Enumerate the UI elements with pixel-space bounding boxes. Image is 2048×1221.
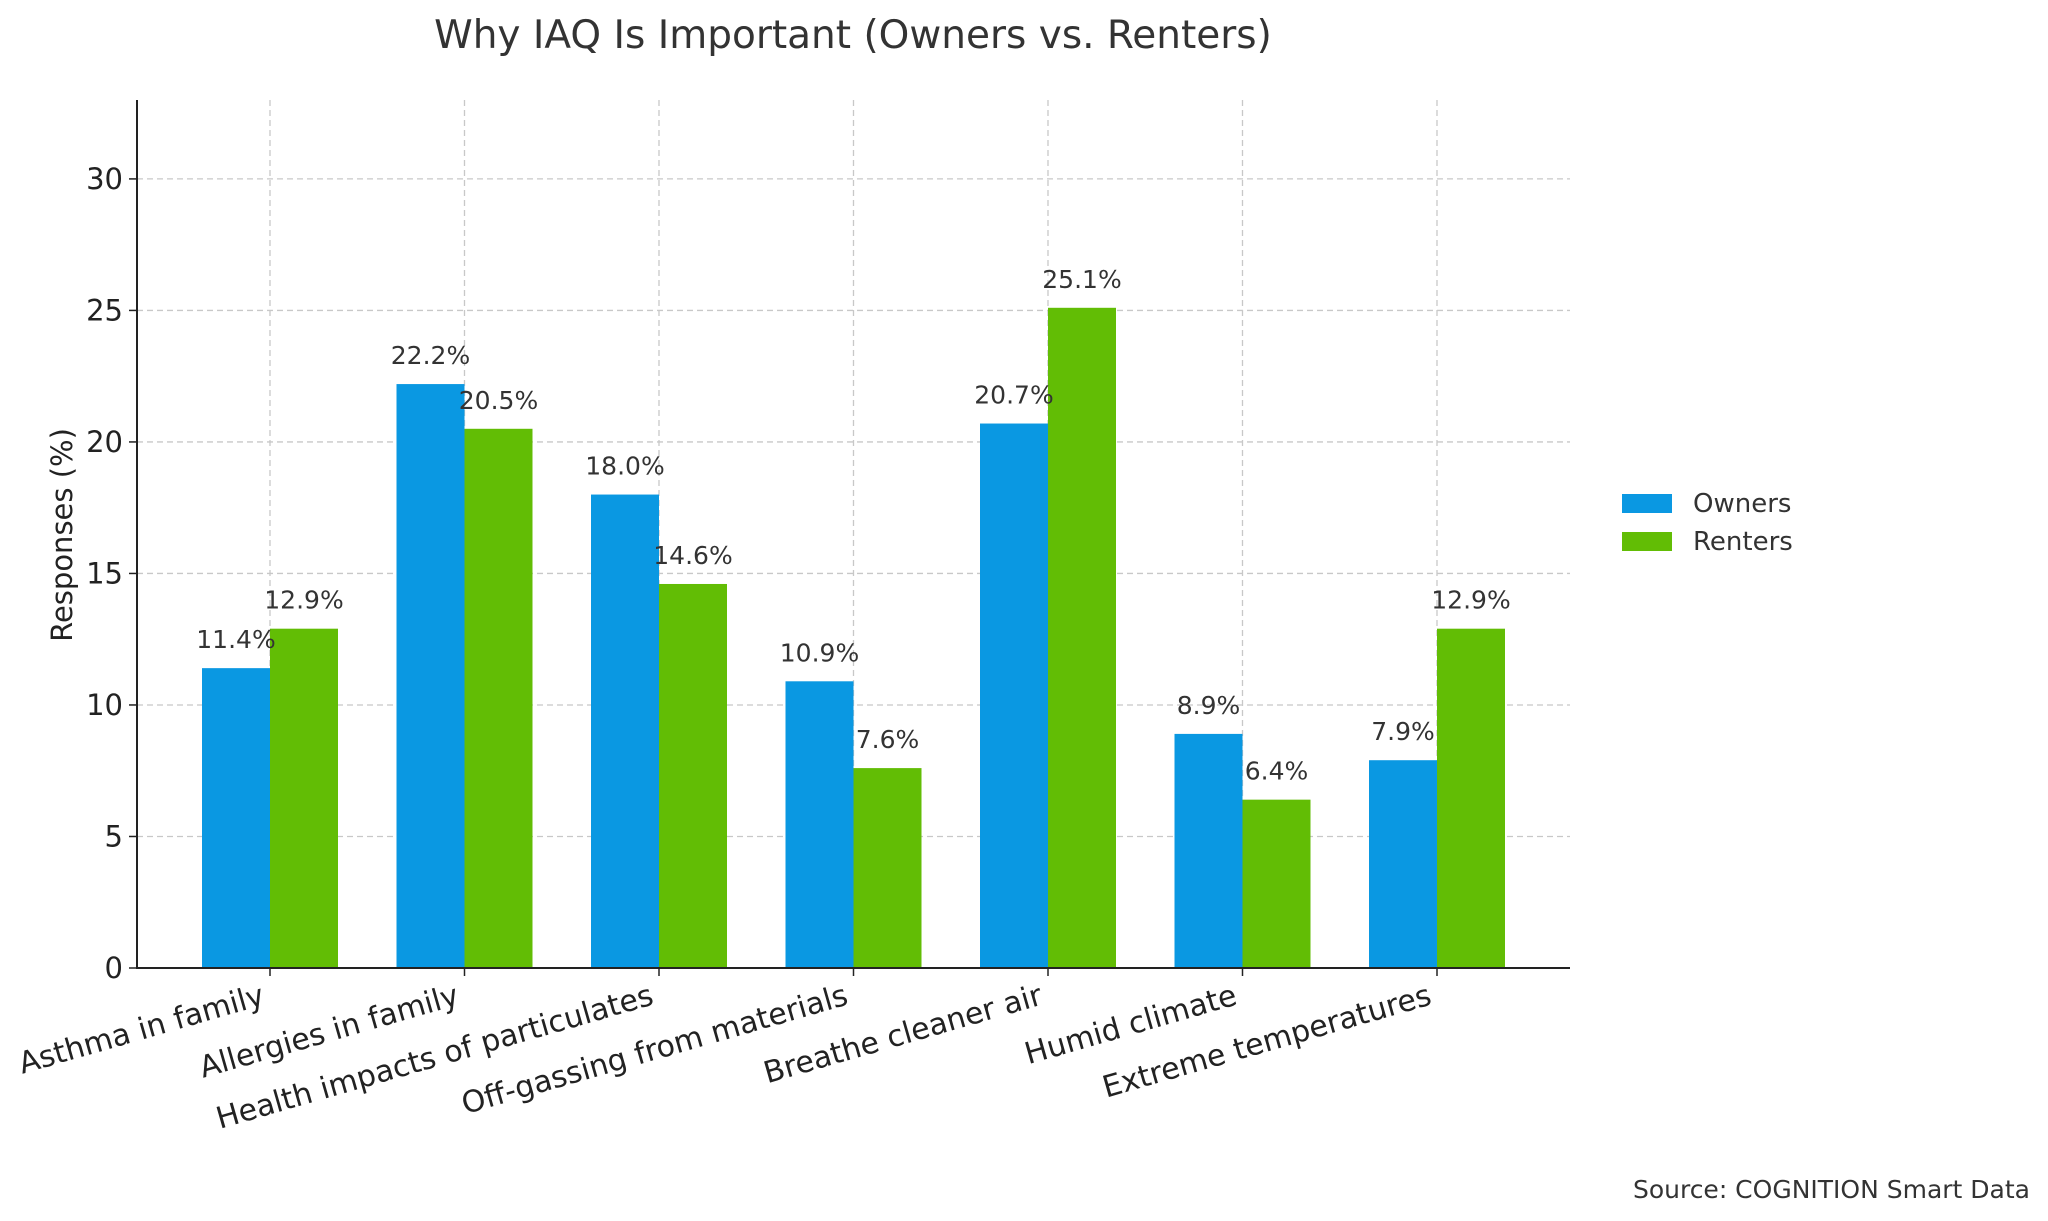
legend-label-owners: Owners xyxy=(1693,489,1791,519)
bar-renters xyxy=(1242,799,1311,968)
data-label-renters: 7.6% xyxy=(856,725,920,754)
x-tick-label: Extreme temperatures xyxy=(1099,978,1436,1105)
data-label-renters: 20.5% xyxy=(459,386,538,415)
bar-owners xyxy=(1174,733,1243,968)
y-tick-label: 30 xyxy=(86,162,123,196)
y-tick-label: 20 xyxy=(86,425,123,459)
legend-swatch-owners xyxy=(1622,494,1672,513)
data-label-owners: 11.4% xyxy=(196,625,275,654)
data-label-owners: 20.7% xyxy=(974,381,1053,410)
y-tick-label: 15 xyxy=(86,556,123,590)
y-axis-ticks: 0 5 10 15 20 25 30 xyxy=(86,162,137,985)
bar-renters xyxy=(659,583,727,968)
bar-owners xyxy=(980,423,1048,968)
data-label-renters: 12.9% xyxy=(1431,586,1510,615)
bar-renters xyxy=(1437,628,1505,968)
y-tick-label: 25 xyxy=(86,293,123,327)
data-label-owners: 8.9% xyxy=(1177,691,1241,720)
data-label-renters: 6.4% xyxy=(1245,757,1309,786)
legend-swatch-renters xyxy=(1622,532,1672,551)
y-axis-label: Responses (%) xyxy=(45,428,79,642)
legend: Owners Renters xyxy=(1622,489,1793,557)
bar-renters xyxy=(853,768,922,968)
bars xyxy=(202,307,1505,969)
bar-renters xyxy=(464,428,533,969)
data-label-owners: 18.0% xyxy=(585,452,664,481)
bar-owners xyxy=(591,494,659,968)
bar-renters xyxy=(270,628,338,968)
bar-owners xyxy=(1369,760,1437,968)
data-label-renters: 25.1% xyxy=(1042,265,1121,294)
bar-owners xyxy=(396,384,465,968)
data-label-owners: 7.9% xyxy=(1371,717,1435,746)
bar-renters xyxy=(1048,307,1116,968)
bar-owners xyxy=(785,681,854,968)
y-tick-label: 5 xyxy=(105,819,123,853)
legend-label-renters: Renters xyxy=(1693,527,1793,557)
source-note: Source: COGNITION Smart Data xyxy=(1633,1175,2030,1204)
y-tick-label: 0 xyxy=(105,951,123,985)
chart-title: Why IAQ Is Important (Owners vs. Renters… xyxy=(434,13,1272,58)
bar-owners xyxy=(202,668,270,968)
data-label-owners: 10.9% xyxy=(780,638,859,667)
y-tick-label: 10 xyxy=(86,688,123,722)
data-label-owners: 22.2% xyxy=(391,341,470,370)
data-label-renters: 12.9% xyxy=(264,586,343,615)
data-label-renters: 14.6% xyxy=(653,541,732,570)
data-labels: 11.4% 22.2% 18.0% 10.9% 20.7% 8.9% 7.9% 12.9% 20… xyxy=(196,265,1510,786)
